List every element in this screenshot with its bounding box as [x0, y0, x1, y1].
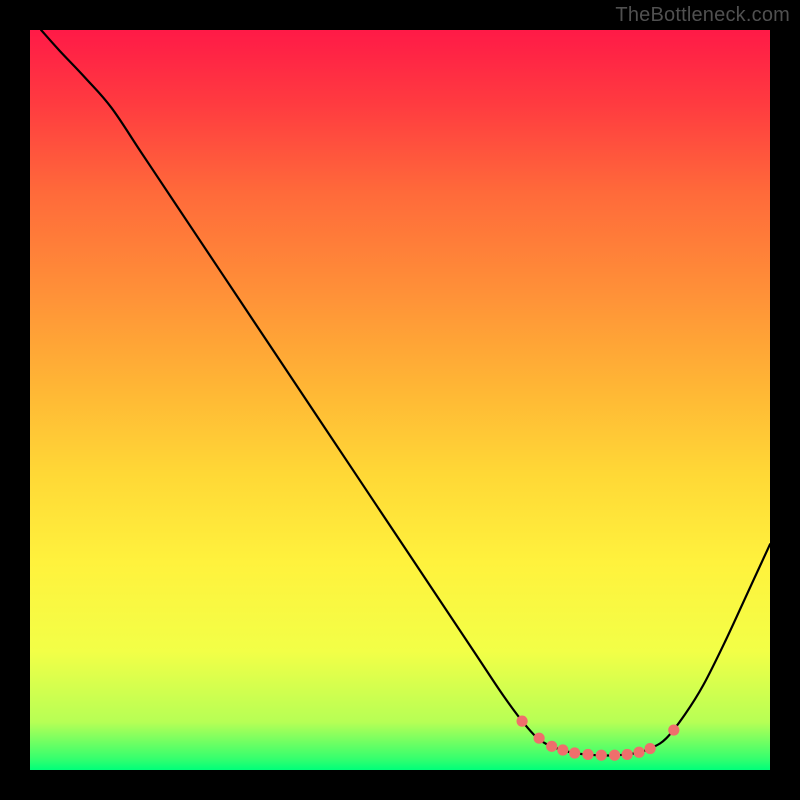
bottleneck-curve [41, 30, 770, 756]
plot-area [30, 30, 770, 770]
attribution-text: TheBottleneck.com [615, 4, 790, 27]
marker-dot [596, 750, 607, 761]
optimum-markers [517, 716, 680, 761]
marker-dot [633, 747, 644, 758]
marker-dot [645, 743, 656, 754]
chart-frame: TheBottleneck.com [0, 0, 800, 800]
marker-dot [609, 750, 620, 761]
marker-dot [557, 744, 568, 755]
curve-layer [30, 30, 770, 770]
marker-dot [668, 724, 679, 735]
marker-dot [569, 747, 580, 758]
marker-dot [622, 749, 633, 760]
marker-dot [582, 749, 593, 760]
marker-dot [534, 733, 545, 744]
marker-dot [517, 716, 528, 727]
marker-dot [546, 741, 557, 752]
